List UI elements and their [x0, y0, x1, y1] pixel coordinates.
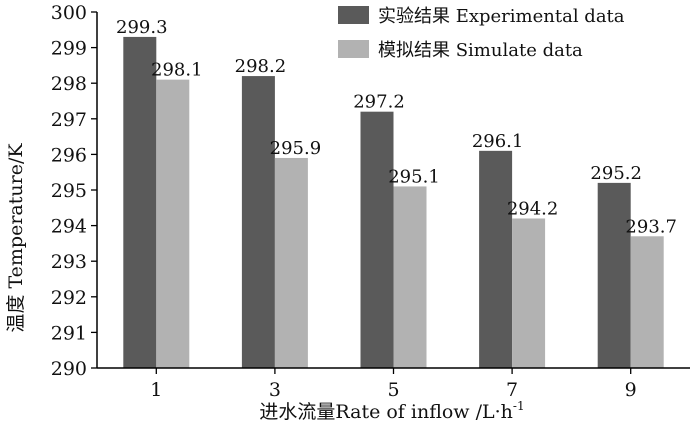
y-tick-label-294: 294 [51, 216, 87, 238]
data-label-simulate-1: 298.1 [151, 60, 203, 81]
x-axis-title-superscript: -1 [513, 399, 525, 413]
axes-group: 1 3 5 7 9 290 291 292 293 294 295 296 297 298 299 300 [51, 2, 690, 401]
data-label-experimental-3: 298.2 [235, 56, 287, 77]
bar-simulate-5 [393, 186, 427, 368]
x-tick-label-3: 3 [269, 379, 281, 401]
x-tick-label-5: 5 [387, 379, 399, 401]
bar-simulate-1 [156, 79, 190, 368]
bar-experimental-1 [123, 36, 157, 369]
legend-swatch-experimental [338, 6, 369, 24]
legend: 实验结果 Experimental data 模拟结果 Simulate data [338, 6, 625, 61]
data-label-experimental-9: 295.2 [590, 163, 642, 184]
legend-label-experimental: 实验结果 Experimental data [378, 6, 625, 27]
x-axis-title-main: 进水流量Rate of inflow /L·h [259, 401, 513, 423]
y-tick-label-300: 300 [51, 2, 87, 24]
data-label-simulate-7: 294.2 [507, 198, 559, 219]
bar-simulate-9 [630, 236, 664, 368]
x-tick-label-9: 9 [625, 379, 637, 401]
bar-experimental-7 [479, 150, 513, 368]
x-tick-label-7: 7 [506, 379, 518, 401]
y-tick-label-296: 296 [51, 144, 87, 166]
legend-label-simulate: 模拟结果 Simulate data [378, 40, 583, 61]
bar-simulate-7 [512, 218, 546, 368]
data-label-experimental-7: 296.1 [472, 131, 524, 152]
data-label-experimental-5: 297.2 [353, 92, 405, 113]
data-label-simulate-3: 295.9 [270, 138, 322, 159]
data-labels-group: 299.3 298.1 298.2 295.9 297.2 295.1 296.1 294.2… [116, 17, 677, 237]
y-tick-label-290: 290 [51, 358, 87, 380]
legend-swatch-simulate [338, 40, 369, 58]
y-tick-label-297: 297 [51, 109, 87, 131]
y-tick-label-295: 295 [51, 180, 87, 202]
y-tick-label-299: 299 [51, 38, 87, 60]
x-axis-title: 进水流量Rate of inflow /L·h-1 [259, 399, 524, 423]
y-tick-label-291: 291 [51, 322, 87, 344]
data-label-simulate-5: 295.1 [388, 166, 440, 187]
bar-experimental-5 [360, 111, 394, 369]
y-tick-label-292: 292 [51, 287, 87, 309]
data-label-experimental-1: 299.3 [116, 17, 168, 38]
bar-simulate-3 [274, 157, 308, 368]
y-tick-label-293: 293 [51, 251, 87, 273]
data-label-simulate-9: 293.7 [625, 216, 677, 237]
x-tick-label-1: 1 [150, 379, 162, 401]
bar-experimental-3 [241, 76, 275, 368]
bars-group [123, 36, 664, 369]
y-tick-label-298: 298 [51, 73, 87, 95]
y-axis-title: 温度 Temperature/K [5, 143, 27, 333]
bar-experimental-9 [597, 182, 631, 368]
